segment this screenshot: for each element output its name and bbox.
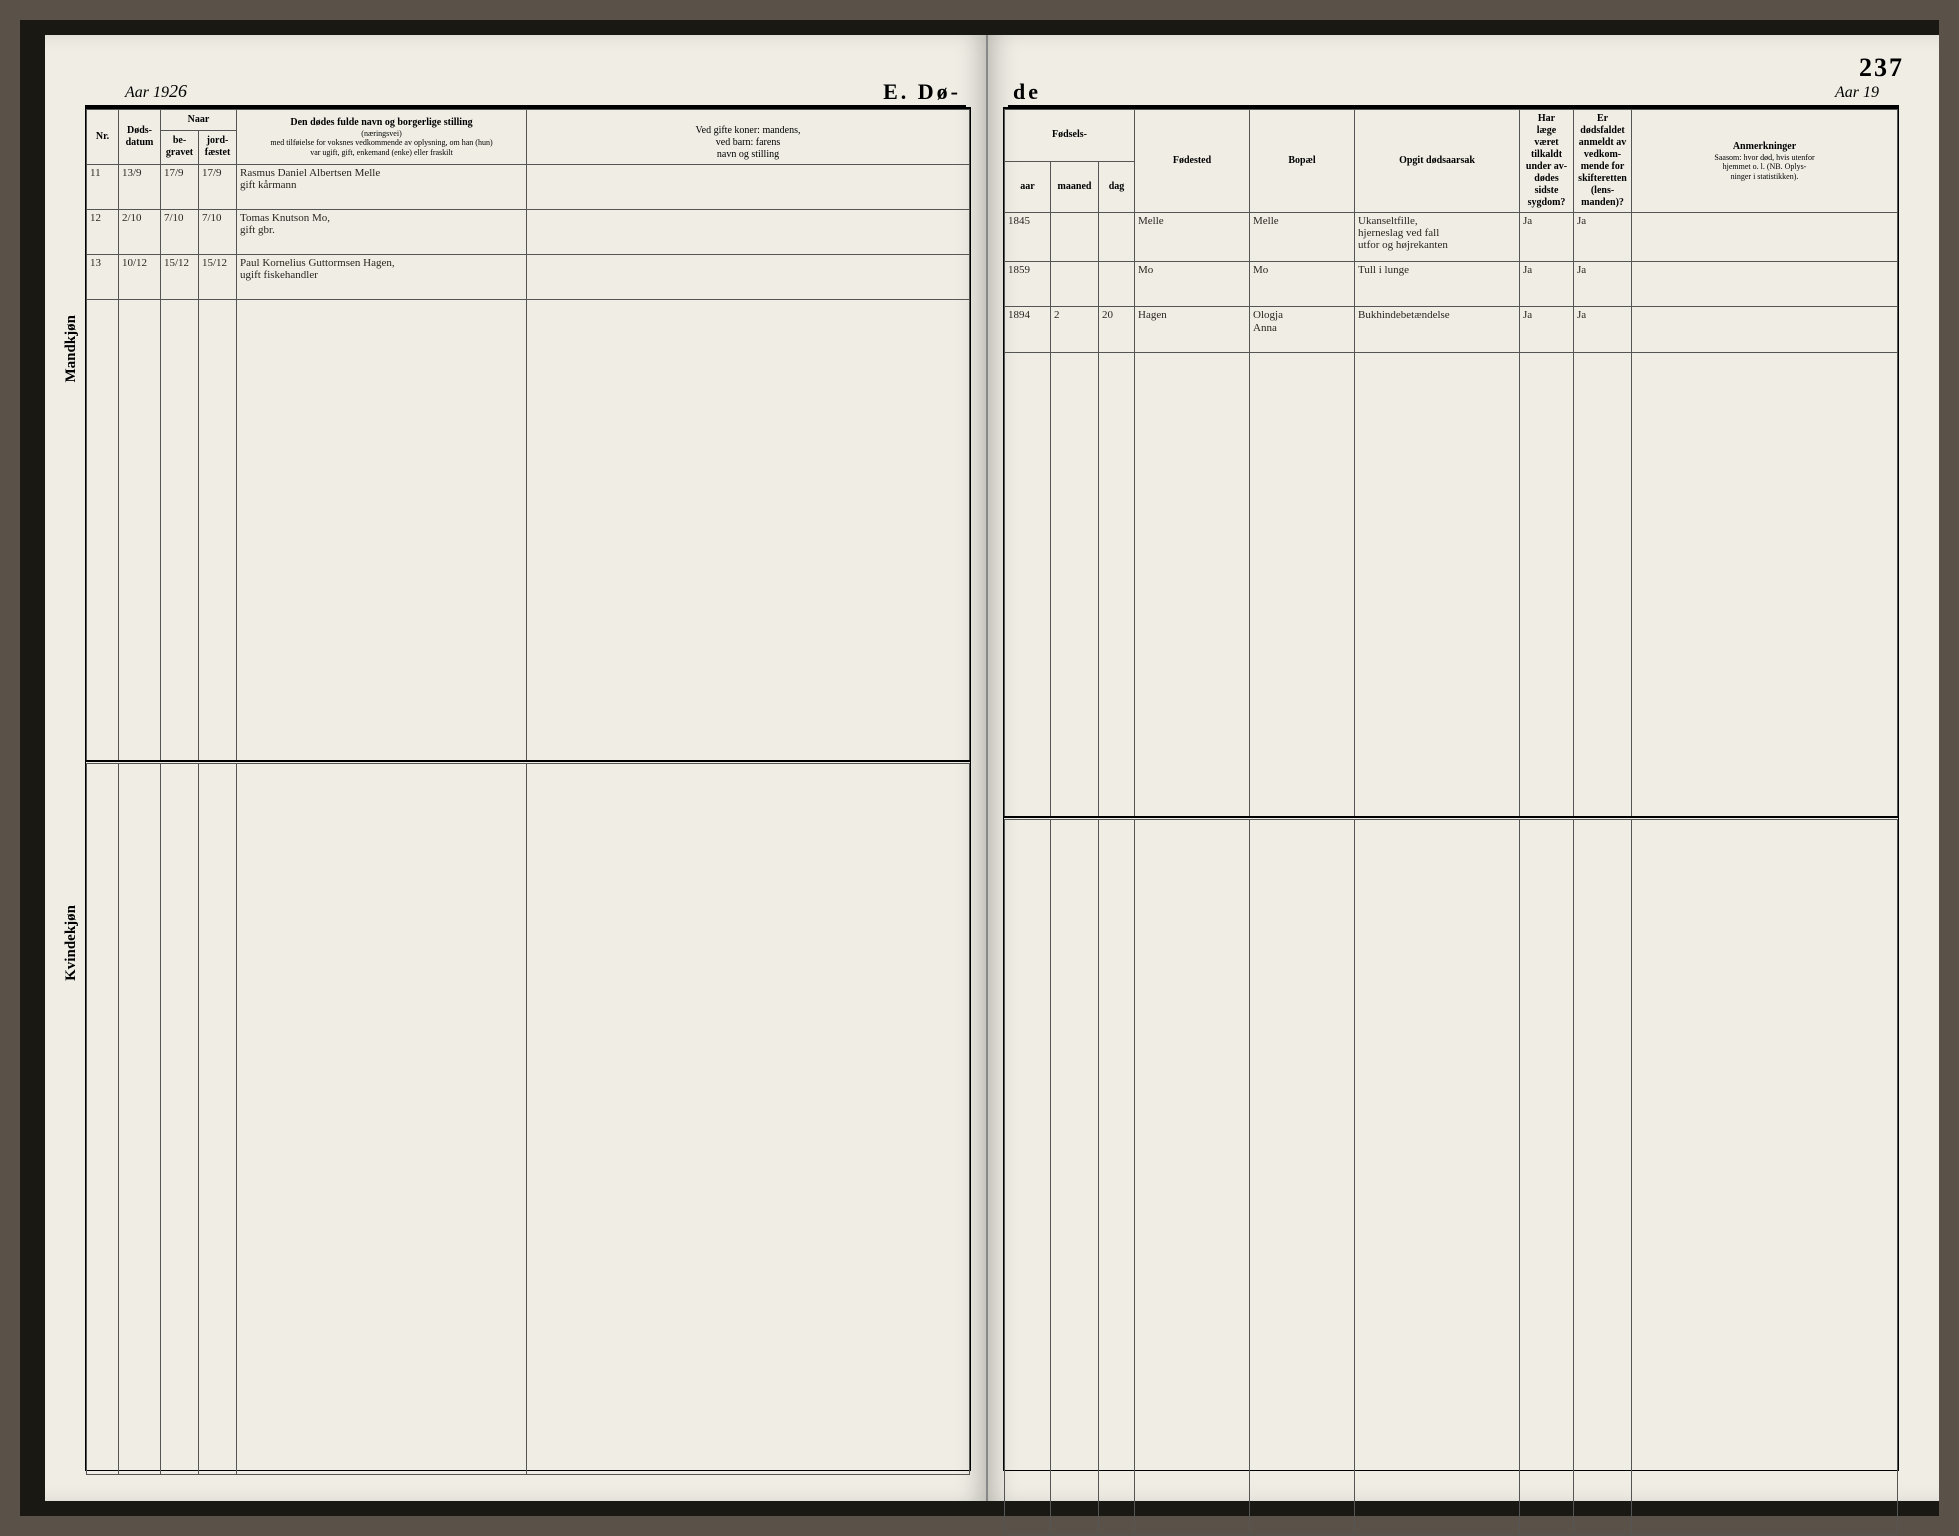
empty-male-area — [87, 300, 970, 762]
cell-bopael: Melle — [1250, 213, 1355, 262]
table-header-left: Nr. Døds- datum Naar Den dødes fulde nav… — [87, 110, 970, 165]
year-label-right: Aar 19 — [1835, 81, 1879, 102]
cell-mandens — [527, 165, 970, 210]
table-row: 13 10/12 15/12 15/12 Paul Kornelius Gutt… — [87, 255, 970, 300]
cell-faar: 1845 — [1005, 213, 1051, 262]
empty-female-area — [87, 764, 970, 1475]
cell-laege: Ja — [1520, 307, 1574, 352]
cell-nr: 12 — [87, 210, 119, 255]
hdr-begravet: be- gravet — [161, 130, 199, 164]
hdr-gifte: Ved gifte koner: mandens, ved barn: fare… — [527, 110, 970, 165]
cell-fodested: Melle — [1135, 213, 1250, 262]
table-row: 11 13/9 17/9 17/9 Rasmus Daniel Albertse… — [87, 165, 970, 210]
hdr-nr: Nr. — [87, 110, 119, 165]
hdr-fodsels: Fødsels- — [1005, 110, 1135, 162]
cell-begr: 15/12 — [161, 255, 199, 300]
right-page: 237 de Aar 19 Fødsels- Fødested Bopæl Op… — [988, 35, 1939, 1501]
hdr-aarsak: Opgit dødsaarsak — [1355, 110, 1520, 213]
cell-jord: 7/10 — [199, 210, 237, 255]
hdr-laege: Har læge været tilkaldt under av- dødes … — [1520, 110, 1574, 213]
left-table-area: Nr. Døds- datum Naar Den dødes fulde nav… — [85, 107, 971, 1471]
hdr-f-mnd: maaned — [1051, 161, 1099, 213]
cell-dod: 2/10 — [119, 210, 161, 255]
right-table-area: Fødsels- Fødested Bopæl Opgit dødsaarsak… — [1003, 107, 1899, 1471]
cell-navn: Rasmus Daniel Albertsen Melle gift kårma… — [237, 165, 527, 210]
hdr-dodsdatum: Døds- datum — [119, 110, 161, 165]
ledger-book: Aar 1926 E. Dø- Mandkjøn Kvindekjøn Nr. … — [20, 20, 1939, 1516]
table-header-right: Fødsels- Fødested Bopæl Opgit dødsaarsak… — [1005, 110, 1898, 213]
cell-jord: 17/9 — [199, 165, 237, 210]
empty-female-area — [1005, 819, 1898, 1534]
cell-fdag — [1099, 262, 1135, 307]
cell-anm — [1632, 262, 1898, 307]
hdr-f-dag: dag — [1099, 161, 1135, 213]
cell-skifte: Ja — [1574, 213, 1632, 262]
cell-bopael: Mo — [1250, 262, 1355, 307]
hdr-navn-sub: (næringsvei) med tilføielse for voksnes … — [239, 129, 524, 158]
cell-aarsak: Ukanseltfille, hjerneslag ved fall utfor… — [1355, 213, 1520, 262]
cell-fdag — [1099, 213, 1135, 262]
cell-fmnd: 2 — [1051, 307, 1099, 352]
cell-navn: Paul Kornelius Guttormsen Hagen, ugift f… — [237, 255, 527, 300]
cell-jord: 15/12 — [199, 255, 237, 300]
year-label-left: Aar 1926 — [125, 81, 187, 102]
hdr-navn-main: Den dødes fulde navn og borgerlige still… — [290, 117, 472, 128]
register-table-left: Nr. Døds- datum Naar Den dødes fulde nav… — [86, 109, 970, 1475]
cell-fmnd — [1051, 213, 1099, 262]
cell-laege: Ja — [1520, 262, 1574, 307]
hdr-anmerk: Anmerkninger Saasom: hvor død, hvis uten… — [1632, 110, 1898, 213]
cell-begr: 17/9 — [161, 165, 199, 210]
section-heading-left: E. Dø- — [883, 79, 961, 105]
cell-aarsak: Tull i lunge — [1355, 262, 1520, 307]
table-row: 12 2/10 7/10 7/10 Tomas Knutson Mo, gift… — [87, 210, 970, 255]
cell-nr: 13 — [87, 255, 119, 300]
cell-fmnd — [1051, 262, 1099, 307]
year-prefix: Aar 19 — [125, 84, 169, 101]
cell-nr: 11 — [87, 165, 119, 210]
table-row: 1859 Mo Mo Tull i lunge Ja Ja — [1005, 262, 1898, 307]
side-label-male: Mandkjøn — [63, 315, 80, 383]
section-heading-right: de — [1013, 79, 1041, 105]
cell-aarsak: Bukhindebetændelse — [1355, 307, 1520, 352]
empty-male-area — [1005, 352, 1898, 817]
cell-fdag: 20 — [1099, 307, 1135, 352]
hdr-jordfaestet: jord- fæstet — [199, 130, 237, 164]
year-prefix: Aar 19 — [1835, 84, 1879, 101]
hdr-anmerk-sub: Saasom: hvor død, hvis utenfor hjemmet o… — [1634, 153, 1895, 182]
table-body-left: 11 13/9 17/9 17/9 Rasmus Daniel Albertse… — [87, 165, 970, 1475]
year-suffix-left: 26 — [169, 81, 187, 101]
cell-dod: 10/12 — [119, 255, 161, 300]
cell-fodested: Hagen — [1135, 307, 1250, 352]
table-body-right: 1845 Melle Melle Ukanseltfille, hjernesl… — [1005, 213, 1898, 1535]
hdr-anmerk-main: Anmerkninger — [1733, 141, 1796, 152]
cell-anm — [1632, 307, 1898, 352]
side-label-female: Kvindekjøn — [63, 905, 80, 981]
cell-skifte: Ja — [1574, 262, 1632, 307]
cell-laege: Ja — [1520, 213, 1574, 262]
left-page: Aar 1926 E. Dø- Mandkjøn Kvindekjøn Nr. … — [45, 35, 988, 1501]
cell-skifte: Ja — [1574, 307, 1632, 352]
hdr-bopael: Bopæl — [1250, 110, 1355, 213]
cell-anm — [1632, 213, 1898, 262]
register-table-right: Fødsels- Fødested Bopæl Opgit dødsaarsak… — [1004, 109, 1898, 1535]
hdr-skifte: Er dødsfaldet anmeldt av vedkom- mende f… — [1574, 110, 1632, 213]
cell-fodested: Mo — [1135, 262, 1250, 307]
page-number: 237 — [1859, 53, 1904, 83]
table-row: 1894 2 20 Hagen Ologja Anna Bukhindebetæ… — [1005, 307, 1898, 352]
hdr-gifte-text: Ved gifte koner: mandens, ved barn: fare… — [696, 125, 801, 160]
hdr-fodested: Fødested — [1135, 110, 1250, 213]
cell-faar: 1894 — [1005, 307, 1051, 352]
hdr-naar: Naar — [161, 110, 237, 131]
cell-begr: 7/10 — [161, 210, 199, 255]
hdr-f-aar: aar — [1005, 161, 1051, 213]
cell-mandens — [527, 255, 970, 300]
cell-mandens — [527, 210, 970, 255]
cell-bopael: Ologja Anna — [1250, 307, 1355, 352]
table-row: 1845 Melle Melle Ukanseltfille, hjernesl… — [1005, 213, 1898, 262]
cell-navn: Tomas Knutson Mo, gift gbr. — [237, 210, 527, 255]
cell-faar: 1859 — [1005, 262, 1051, 307]
cell-dod: 13/9 — [119, 165, 161, 210]
hdr-navn: Den dødes fulde navn og borgerlige still… — [237, 110, 527, 165]
